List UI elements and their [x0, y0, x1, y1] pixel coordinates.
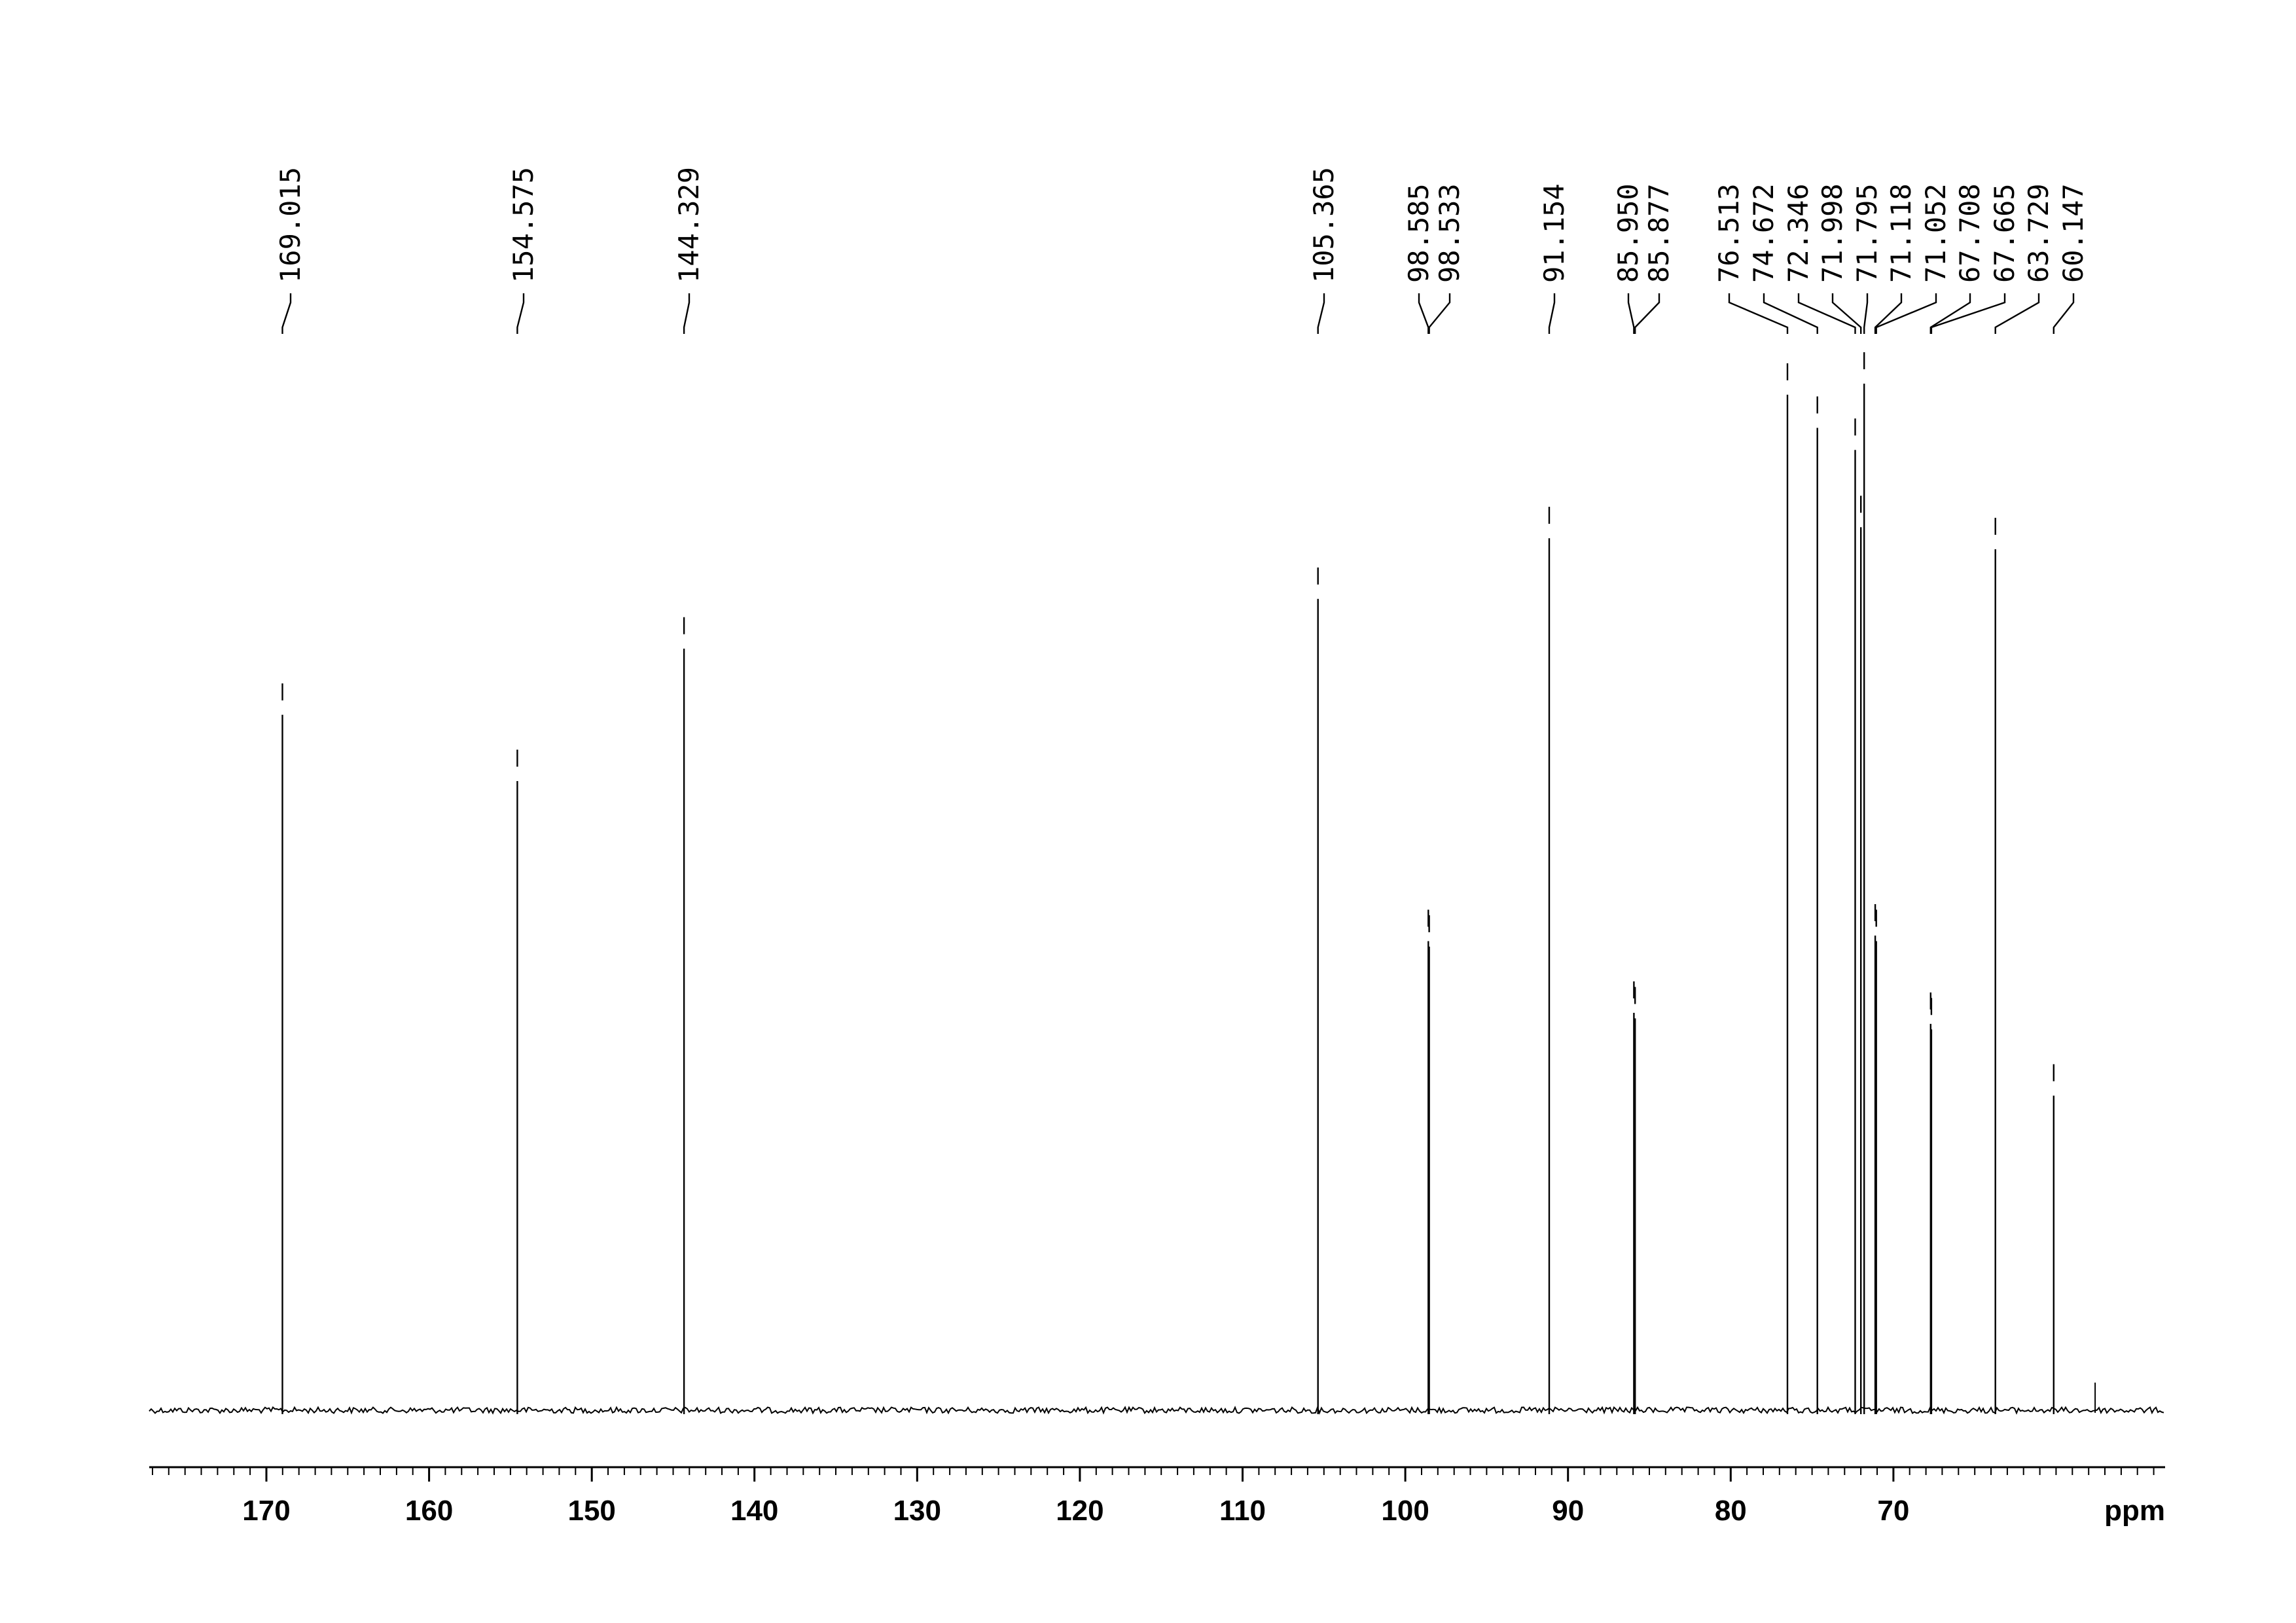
- x-tick-label-110: 110: [1219, 1495, 1266, 1527]
- peak-connector-19: [2053, 293, 2075, 334]
- x-axis-unit-label: ppm: [2104, 1495, 2165, 1527]
- peak-connector-13: [1863, 293, 1869, 334]
- x-tick-label-90: 90: [1552, 1495, 1584, 1527]
- peak-connector-18: [1994, 293, 2040, 334]
- peak-label-2: 144.329: [673, 167, 705, 283]
- peak-connector-4: [1418, 293, 1429, 334]
- peak-connector-14: [1874, 293, 1903, 334]
- peak-label-group: 169.015 154.575 144.329 105.365 98.58598.533…: [274, 167, 2089, 283]
- peak-label-15: 71.052: [1920, 183, 1952, 283]
- peak-label-6: 91.154: [1538, 183, 1570, 283]
- peak-label-11: 72.346: [1782, 183, 1814, 283]
- x-tick-label-80: 80: [1715, 1495, 1747, 1527]
- x-tick-label-100: 100: [1381, 1495, 1429, 1527]
- peak-connector-15: [1875, 293, 1937, 334]
- peak-label-8: 85.877: [1643, 183, 1675, 283]
- peak-connector-5: [1428, 293, 1451, 334]
- peak-label-7: 85.950: [1612, 183, 1644, 283]
- x-axis: 170 160 150 140 130 120 110 100 90 80 70: [149, 1466, 2165, 1527]
- x-tick-label-160: 160: [405, 1495, 453, 1527]
- peak-marker-group: [281, 352, 2055, 1082]
- peak-connector-8: [1634, 293, 1660, 334]
- peak-label-5: 98.533: [1433, 183, 1465, 283]
- peak-connector-group: [281, 293, 2075, 334]
- peak-connector-1: [516, 293, 525, 334]
- peak-connector-0: [281, 293, 292, 334]
- peak-connector-11: [1797, 293, 1856, 334]
- peak-connector-7: [1627, 293, 1635, 334]
- x-tick-label-130: 130: [893, 1495, 941, 1527]
- peak-connector-3: [1317, 293, 1325, 334]
- peak-label-0: 169.015: [274, 167, 306, 283]
- x-tick-label-140: 140: [730, 1495, 778, 1527]
- spectrum-trace-group: [149, 1405, 2164, 1415]
- peak-label-17: 67.665: [1988, 183, 2020, 283]
- peak-label-12: 71.998: [1816, 183, 1848, 283]
- peak-label-9: 76.513: [1713, 183, 1745, 283]
- x-tick-label-170: 170: [242, 1495, 290, 1527]
- x-tick-label-150: 150: [567, 1495, 615, 1527]
- peak-label-19: 60.147: [2057, 183, 2089, 283]
- peak-connector-10: [1763, 293, 1818, 334]
- peak-label-14: 71.118: [1885, 183, 1917, 283]
- peak-connector-12: [1831, 293, 1862, 334]
- peak-label-3: 105.365: [1308, 167, 1340, 283]
- peak-label-4: 98.585: [1403, 183, 1435, 283]
- peak-connector-2: [683, 293, 691, 334]
- peak-label-16: 67.708: [1954, 183, 1986, 283]
- peak-line-group: [281, 384, 2096, 1414]
- peak-connector-9: [1728, 293, 1789, 334]
- peak-connector-17: [1930, 293, 2006, 334]
- peak-label-10: 74.672: [1748, 183, 1780, 283]
- peak-label-1: 154.575: [507, 167, 539, 283]
- x-tick-label-120: 120: [1056, 1495, 1103, 1527]
- x-tick-label-70: 70: [1877, 1495, 1909, 1527]
- peak-label-13: 71.795: [1851, 183, 1883, 283]
- peak-label-18: 63.729: [2022, 183, 2054, 283]
- peak-connector-6: [1548, 293, 1556, 334]
- baseline-noise-trace: [149, 1405, 2164, 1415]
